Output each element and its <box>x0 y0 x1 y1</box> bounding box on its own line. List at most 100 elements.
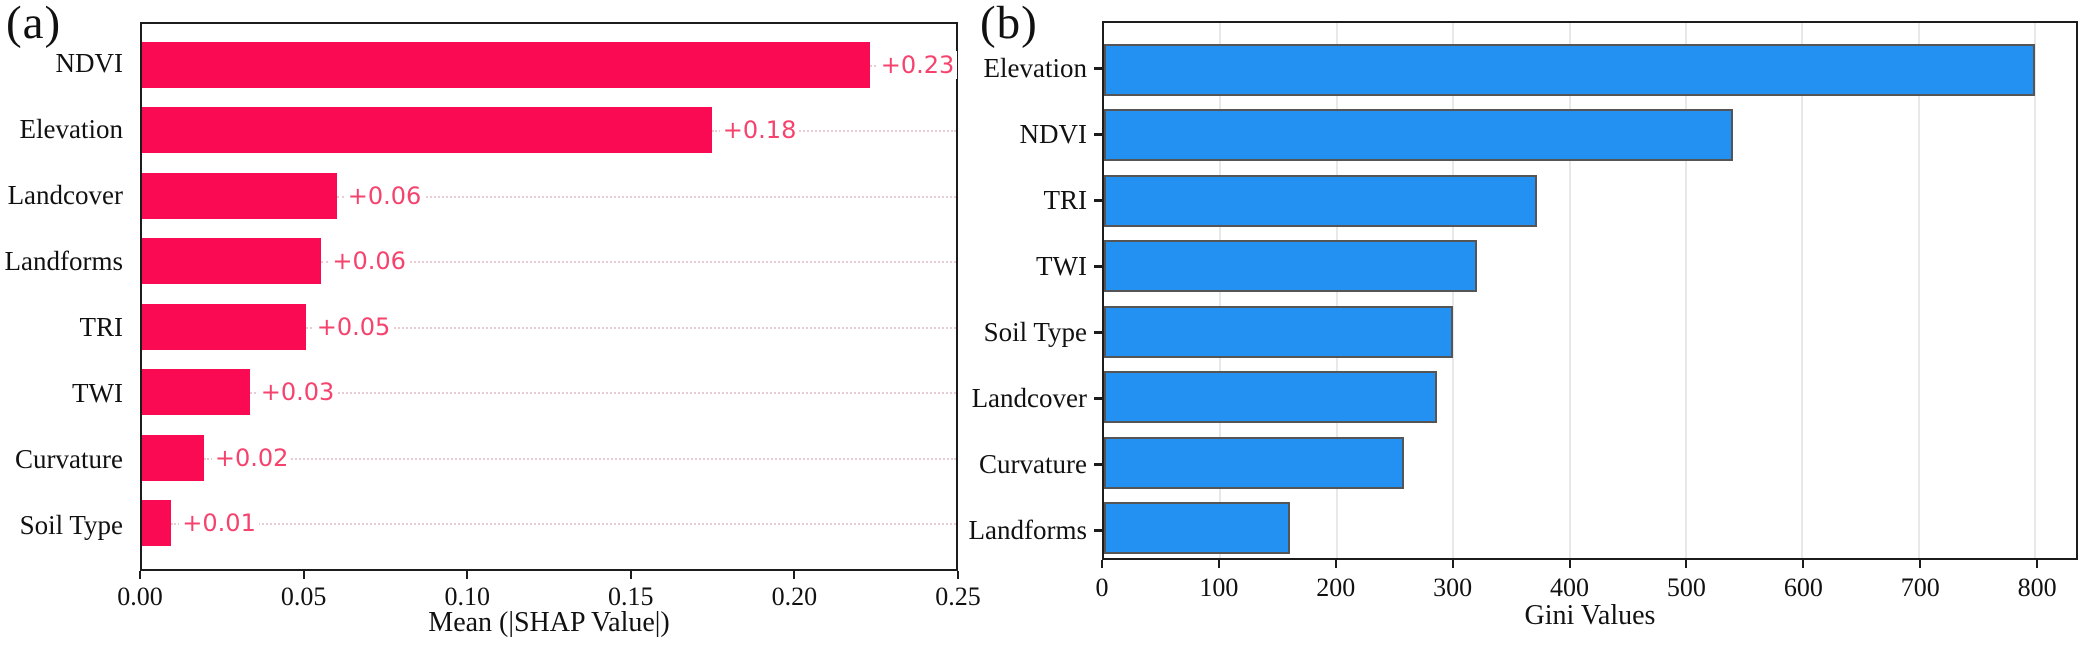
gridline-800 <box>2034 23 2037 558</box>
x-tick-mark-100 <box>1217 560 1220 568</box>
y-axis-label-twi: TWI <box>930 240 1102 292</box>
bar-landforms <box>142 238 322 285</box>
x-tick-label-0.20: 0.20 <box>771 582 818 611</box>
y-axis-label-text: TWI <box>1036 250 1087 281</box>
panel-a-x-axis-title: Mean (|SHAP Value|) <box>428 607 670 638</box>
y-axis-label-text: Soil Type <box>983 316 1087 347</box>
y-axis-label-text: Elevation <box>983 52 1087 83</box>
x-tick-mark-0.20 <box>793 571 796 579</box>
x-tick-mark-0.10 <box>466 571 469 579</box>
y-axis-label-tri: TRI <box>930 174 1102 226</box>
y-axis-label-curvature: Curvature <box>0 436 132 482</box>
gridline-700 <box>1917 23 1920 558</box>
x-tick-mark-0.25 <box>957 571 959 579</box>
x-tick-label-0.05: 0.05 <box>280 582 327 611</box>
y-axis-label-ndvi: NDVI <box>930 108 1102 160</box>
bar-elevation <box>1104 44 2036 96</box>
bar-value-label-tri: +0.05 <box>313 312 394 341</box>
y-axis-label-elevation: Elevation <box>0 106 132 152</box>
bar-landforms <box>1104 501 1291 554</box>
bar-row-landcover: +0.06 <box>142 172 956 219</box>
bar-elevation <box>142 107 712 154</box>
bar-row-landforms <box>1104 501 2076 554</box>
bar-row-elevation <box>1104 44 2076 96</box>
panel-b-x-axis-title: Gini Values <box>1524 600 1656 631</box>
leader-line <box>336 195 956 198</box>
x-tick-mark-400 <box>1568 560 1571 568</box>
bar-row-twi: +0.03 <box>142 369 956 416</box>
bar-curvature <box>142 434 204 481</box>
y-axis-label-landcover: Landcover <box>0 172 132 218</box>
x-tick-mark-700 <box>1919 560 1922 568</box>
panel-b-tag: (b) <box>980 0 1038 49</box>
leader-line <box>249 392 956 395</box>
panel-a-y-axis-labels: NDVI Elevation Landcover Landforms TRI TWI Cur… <box>0 22 132 571</box>
y-tick-mark <box>1094 396 1102 400</box>
y-axis-label-curvature: Curvature <box>930 438 1102 490</box>
y-axis-label-text: Elevation <box>19 113 123 144</box>
bar-tri <box>1104 174 1538 227</box>
panel-a-bar-rows: +0.23 +0.18 +0.06 +0.06 +0.05 +0.03 +0.02 +0.01 <box>142 24 958 569</box>
gridline-600 <box>1801 23 1804 558</box>
panel-a-x-axis: 0.00 0.05 0.10 0.15 0.20 0.25 <box>117 571 981 611</box>
y-axis-label-text: Landforms <box>4 245 123 276</box>
y-axis-label-landforms: Landforms <box>930 504 1102 556</box>
y-axis-label-ndvi: NDVI <box>0 40 132 86</box>
panel-b-y-axis-labels: Elevation NDVI TRI TWI Soil Type Landcover Cur… <box>930 21 1102 560</box>
panel-a-tag: (a) <box>6 0 62 49</box>
bar-row-landforms: +0.06 <box>142 238 956 285</box>
y-axis-label-text: NDVI <box>1019 118 1088 149</box>
bar-row-ndvi: +0.23 <box>142 42 958 88</box>
x-tick-mark-0.15 <box>629 571 632 579</box>
bar-value-label-twi: +0.03 <box>257 378 338 407</box>
x-tick-mark-200 <box>1334 560 1337 568</box>
bar-soil-type <box>1104 305 1454 358</box>
bar-row-soil-type <box>1104 305 2076 358</box>
y-axis-label-text: TRI <box>1043 184 1088 215</box>
bar-value-label-elevation: +0.18 <box>719 116 800 145</box>
x-tick-label-0: 0 <box>1095 573 1109 602</box>
y-axis-label-text: Soil Type <box>19 509 123 540</box>
x-tick-mark-0.00 <box>139 571 141 579</box>
bar-row-tri: +0.05 <box>142 303 956 350</box>
bar-row-soil-type: +0.01 <box>142 499 956 546</box>
y-axis-label-landcover: Landcover <box>930 372 1102 424</box>
y-axis-label-text: Landcover <box>7 179 123 210</box>
bar-value-label-ndvi: +0.23 <box>877 51 958 79</box>
bar-value-label-landcover: +0.06 <box>344 181 425 210</box>
x-tick-label-0.10: 0.10 <box>444 582 490 611</box>
y-tick-mark <box>1094 264 1102 268</box>
panel-a-plot-area: +0.23 +0.18 +0.06 +0.06 +0.05 +0.03 +0.02 +0.01 <box>140 22 958 571</box>
bar-row-twi <box>1104 240 2076 293</box>
leader-line <box>321 261 956 264</box>
bar-value-label-landforms: +0.06 <box>329 247 409 276</box>
gridline-500 <box>1685 23 1688 558</box>
y-axis-label-text: Curvature <box>979 448 1087 479</box>
y-axis-label-text: TWI <box>72 377 123 408</box>
x-tick-mark-800 <box>2036 560 2039 568</box>
bar-landcover <box>142 172 337 219</box>
x-tick-label-100: 100 <box>1199 573 1239 602</box>
panel-b-x-axis: 0 100 200 300 400 500 600 700 800 <box>1096 560 2078 602</box>
leader-line <box>203 457 956 460</box>
y-axis-label-text: NDVI <box>55 47 124 78</box>
x-tick-label-300: 300 <box>1433 573 1473 602</box>
y-axis-label-text: TRI <box>79 311 124 342</box>
y-axis-label-text: Landforms <box>968 514 1087 545</box>
x-tick-label-200: 200 <box>1316 573 1356 602</box>
bar-twi <box>142 369 250 416</box>
y-tick-mark <box>1094 462 1102 466</box>
x-tick-mark-0 <box>1101 560 1103 568</box>
x-tick-label-600: 600 <box>1783 573 1823 602</box>
x-tick-label-0.00: 0.00 <box>117 582 163 611</box>
y-axis-label-landforms: Landforms <box>0 238 132 284</box>
y-tick-mark <box>1094 198 1102 202</box>
x-tick-label-800: 800 <box>2017 573 2057 602</box>
bar-row-curvature <box>1104 436 2076 489</box>
y-tick-mark <box>1094 528 1102 532</box>
bar-row-elevation: +0.18 <box>142 107 956 154</box>
gridline-400 <box>1568 23 1571 558</box>
y-tick-mark <box>1094 132 1102 136</box>
x-tick-label-700: 700 <box>1900 573 1940 602</box>
